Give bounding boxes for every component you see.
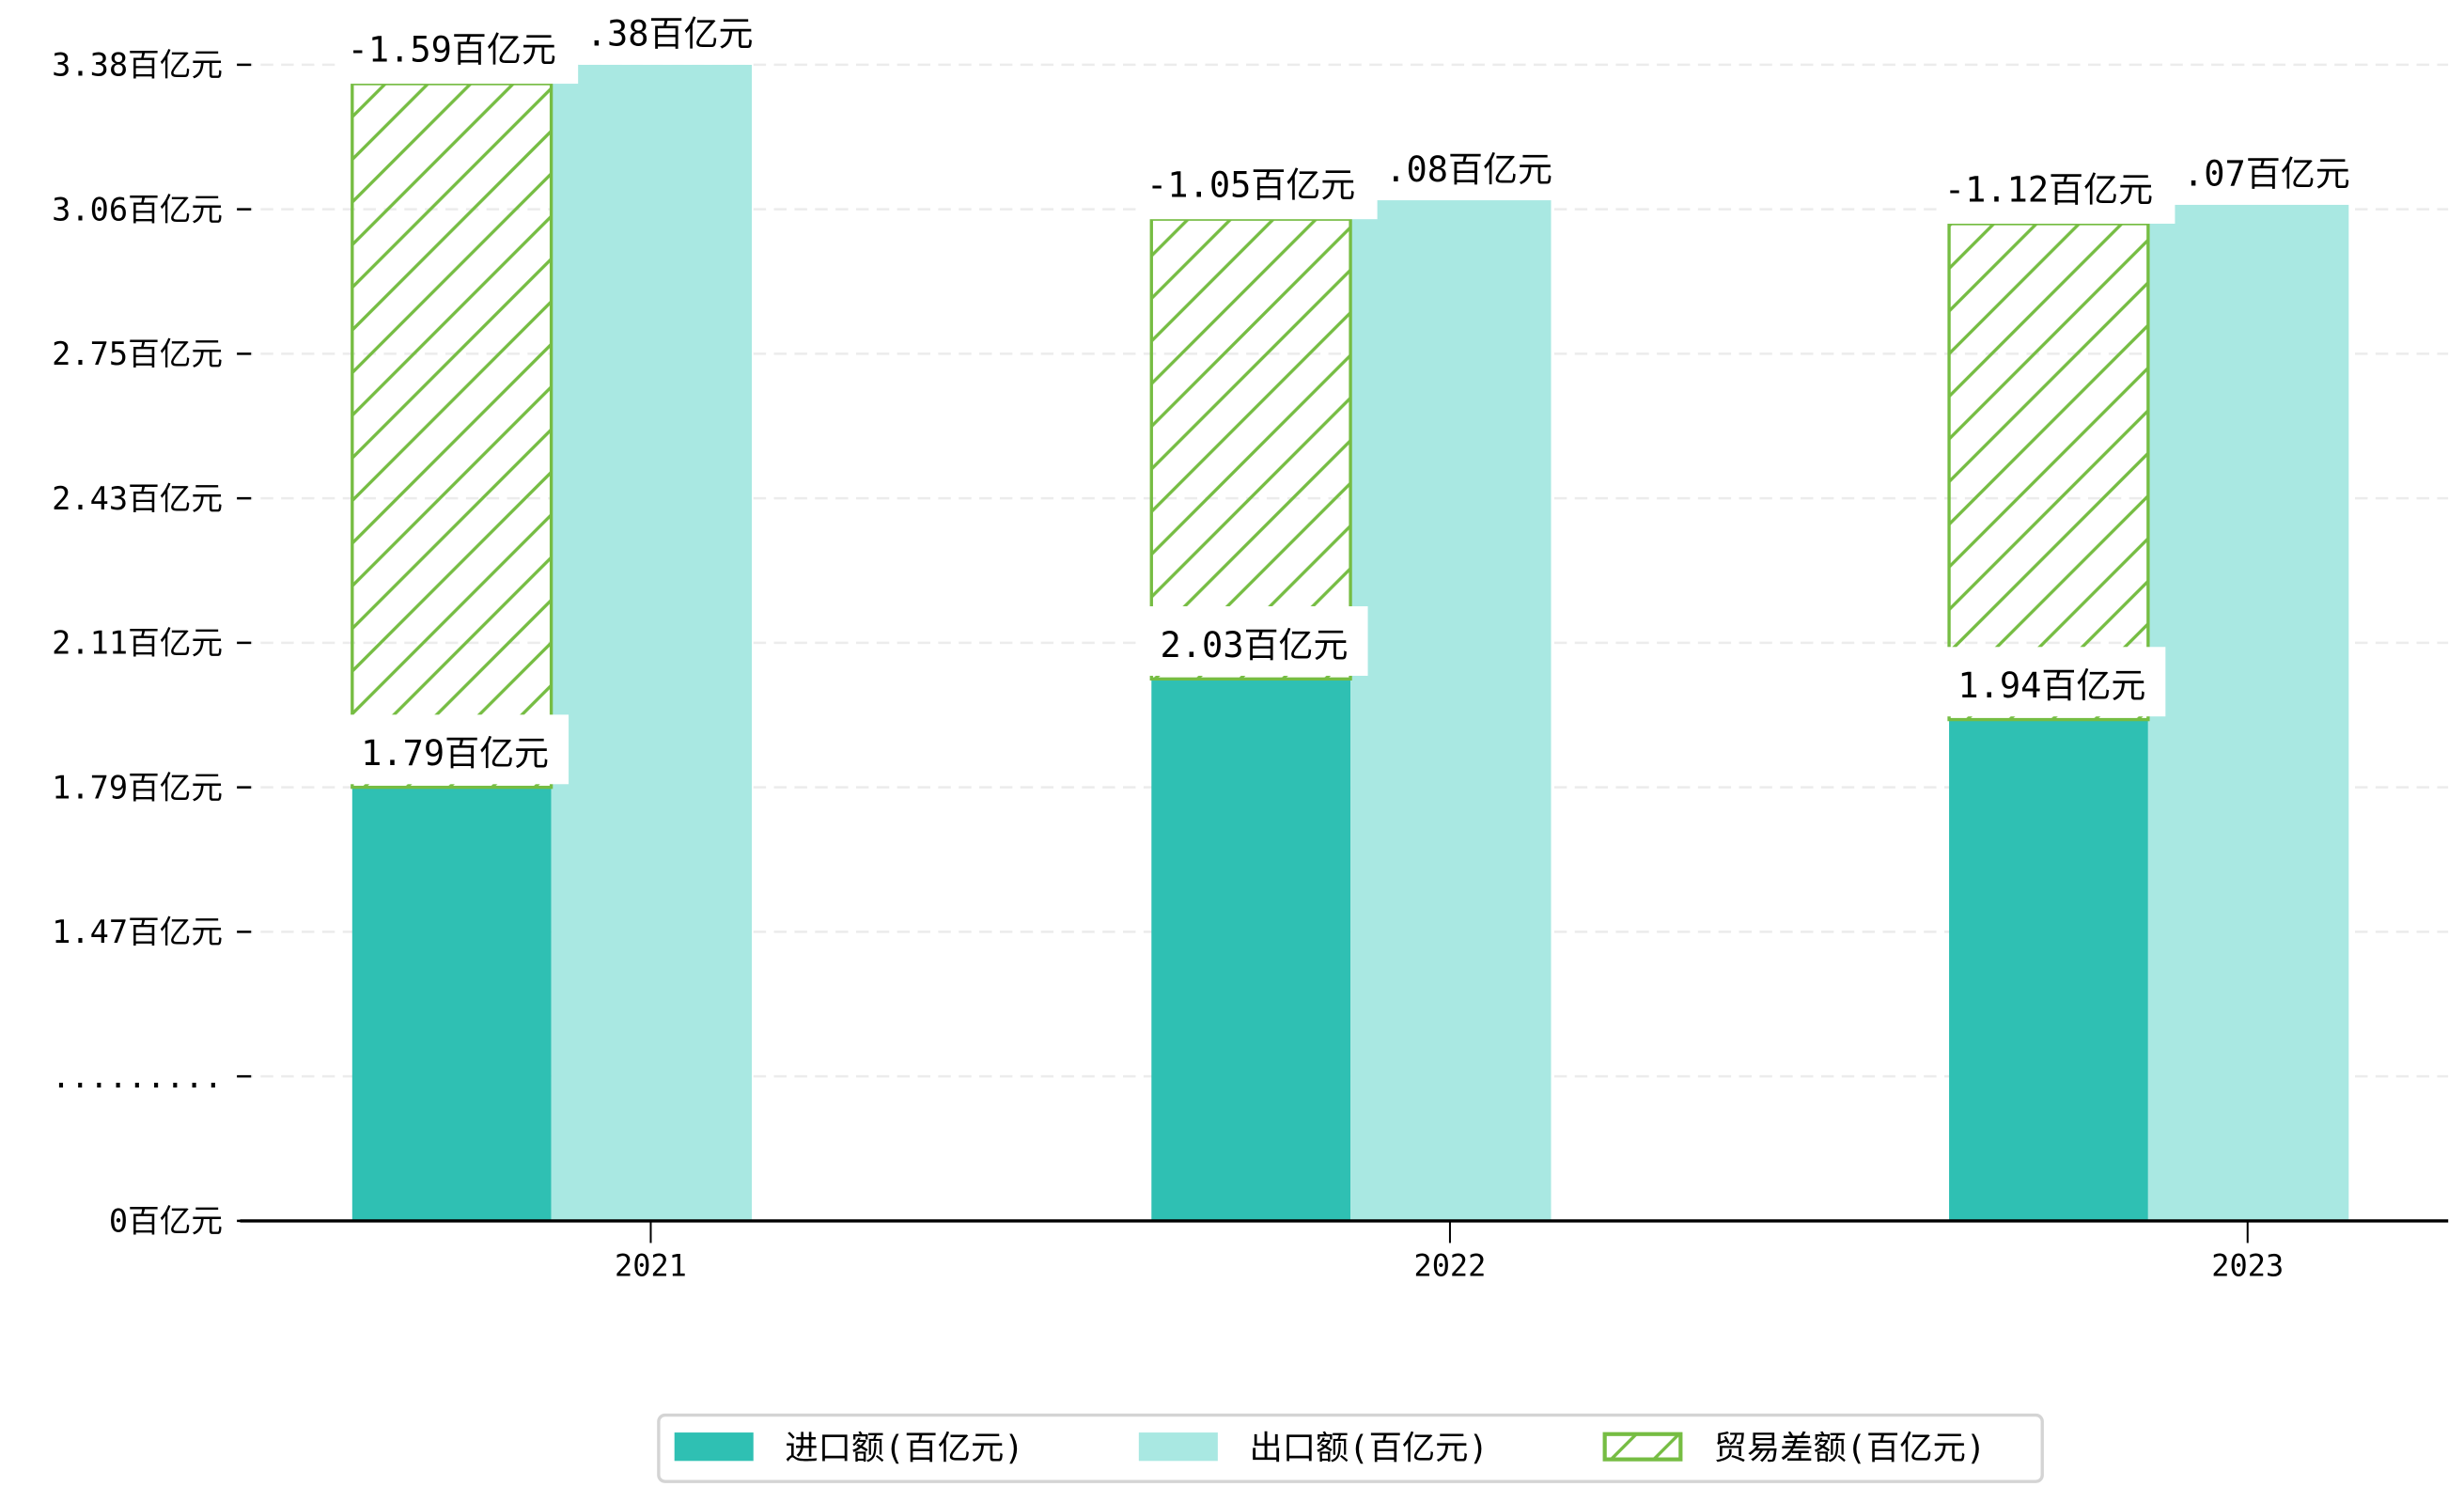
legend-label: 进口额(百亿元) [785, 1430, 1023, 1468]
x-axis: 2021 2022 2023 [240, 1219, 2449, 1284]
legend-swatch-export [1138, 1432, 1218, 1462]
export-bar [1350, 200, 1552, 1221]
import-label-bg [1140, 606, 1368, 676]
legend-swatch-import [674, 1432, 754, 1462]
legend-swatch-trade-balance [1602, 1432, 1683, 1462]
import-value-label: 1.94百亿元 [1957, 665, 2145, 706]
export-label-bg [1377, 140, 1552, 201]
balance-value-label: -1.59百亿元 [348, 30, 556, 70]
import-bar [1949, 719, 2148, 1221]
trade-balance-bar [351, 82, 554, 790]
y-tick-label: 2.43百亿元 [52, 480, 223, 517]
y-tick-label: 2.75百亿元 [52, 336, 223, 372]
x-tick-label: 2022 [1414, 1248, 1487, 1284]
export-label-bg [578, 5, 753, 65]
import-label-bg [341, 714, 569, 785]
import-value-label: 2.03百亿元 [1161, 625, 1349, 665]
import-value-label: 1.79百亿元 [361, 733, 549, 774]
export-value-label: .07百亿元 [2183, 154, 2350, 195]
import-bar [1151, 679, 1351, 1221]
trade-balance-bar [1947, 222, 2150, 722]
y-tick-label: 3.38百亿元 [52, 47, 223, 84]
import-bar [351, 787, 552, 1221]
x-tick-label: 2023 [2211, 1248, 2284, 1284]
balance-value-label: -1.05百亿元 [1146, 165, 1355, 206]
y-tick-label: 2.11百亿元 [52, 625, 223, 662]
legend-box [657, 1413, 2044, 1483]
y-tick-label: 3.06百亿元 [52, 191, 223, 227]
export-bar [2147, 204, 2349, 1221]
export-value-label: .38百亿元 [586, 14, 754, 55]
balance-label-bg [1938, 166, 2175, 225]
y-tick-label: ......... [52, 1058, 223, 1095]
y-tick-label: 1.47百亿元 [52, 914, 223, 950]
export-value-label: .08百亿元 [1385, 149, 1552, 190]
export-bar [551, 64, 753, 1221]
x-tick-label: 2021 [615, 1248, 687, 1284]
y-tick-label: 1.79百亿元 [52, 769, 223, 806]
legend-label: 贸易差额(百亿元) [1714, 1430, 1986, 1468]
legend-label: 出口额(百亿元) [1249, 1430, 1488, 1468]
y-axis: 0百亿元......... 1.47百亿元 1.79百亿元 2.11百亿元 2.43百亿… [52, 47, 252, 1240]
balance-value-label: -1.12百亿元 [1944, 169, 2153, 210]
import-label-bg [1938, 647, 2166, 717]
y-tick-label: 0百亿元 [109, 1203, 223, 1240]
balance-label-bg [341, 26, 579, 85]
legend: 进口额(百亿元) 出口额(百亿元) 贸易差额(百亿元) [657, 1413, 2044, 1483]
balance-label-bg [1140, 162, 1378, 220]
export-label-bg [2175, 144, 2349, 205]
data-labels: 1.79百亿元 .38百亿元 -1.59百亿元 2.03百亿元 .08百亿元 -1.05百… [341, 5, 2350, 785]
